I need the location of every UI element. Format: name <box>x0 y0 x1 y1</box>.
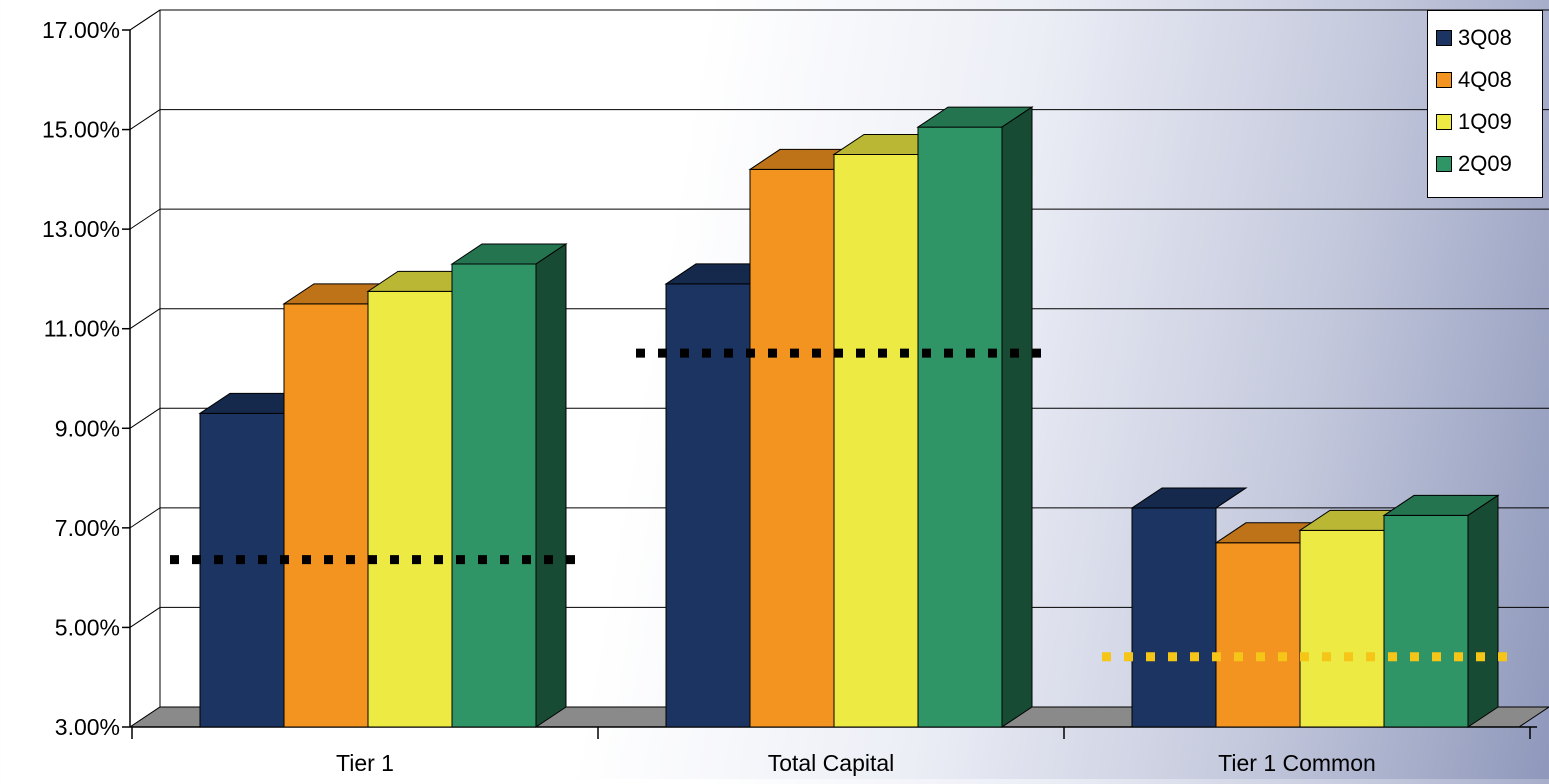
bar-side <box>1001 106 1033 728</box>
side-wall-top <box>129 9 161 31</box>
bar-side <box>1467 494 1499 728</box>
x-tick-label: Total Capital <box>768 750 895 776</box>
bar <box>665 283 751 728</box>
x-tick-label: Tier 1 Common <box>1218 750 1376 776</box>
bar <box>1383 514 1469 728</box>
x-tick-label: Tier 1 <box>336 750 394 776</box>
legend-label: 1Q09 <box>1458 109 1512 134</box>
bar-top <box>1130 487 1248 509</box>
y-tick-label: 17.00% <box>42 17 120 43</box>
side-wall-gridline <box>129 507 161 529</box>
y-tick-label: 11.00% <box>44 316 120 342</box>
legend-item: 4Q08 <box>1428 59 1542 101</box>
bar <box>451 263 537 728</box>
bar <box>833 153 919 728</box>
legend-item: 3Q08 <box>1428 17 1542 59</box>
legend-swatch <box>1436 30 1452 46</box>
y-tick-label: 15.00% <box>42 117 120 143</box>
bar <box>367 290 453 728</box>
bar <box>749 168 835 728</box>
side-wall-gridline <box>129 109 161 130</box>
y-tick-label: 9.00% <box>55 415 120 441</box>
y-tick-label: 13.00% <box>42 216 120 242</box>
y-tick-label: 3.00% <box>55 714 120 740</box>
legend-swatch <box>1436 114 1452 130</box>
side-wall-gridline <box>129 308 161 330</box>
y-tick-label: 5.00% <box>55 614 120 640</box>
legend-item: 1Q09 <box>1428 101 1542 143</box>
bar <box>1131 507 1217 728</box>
bar-side <box>535 243 567 728</box>
bar <box>1215 542 1301 728</box>
legend-swatch <box>1436 72 1452 88</box>
bar <box>1299 529 1385 728</box>
legend-swatch <box>1436 156 1452 172</box>
side-wall-gridline <box>129 607 161 628</box>
legend-item: 2Q09 <box>1428 143 1542 185</box>
legend-label: 4Q08 <box>1458 67 1512 92</box>
legend-label: 2Q09 <box>1458 151 1512 176</box>
side-wall-gridline <box>129 407 161 429</box>
legend-label: 3Q08 <box>1458 25 1512 50</box>
side-wall-gridline <box>129 208 161 230</box>
chart-legend: 3Q08 4Q08 1Q09 2Q09 <box>1427 10 1543 198</box>
bar <box>199 412 285 728</box>
y-tick-label: 7.00% <box>55 515 120 541</box>
bar <box>283 303 369 728</box>
bar <box>917 126 1003 728</box>
